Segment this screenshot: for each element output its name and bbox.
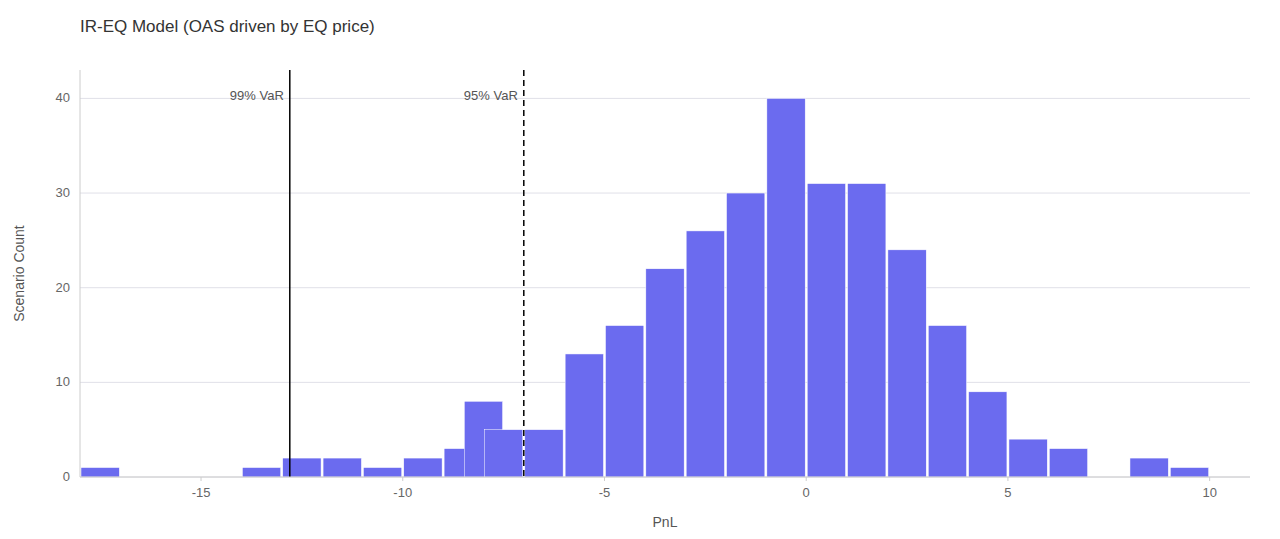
x-tick [201,477,202,481]
y-axis-line [80,70,81,477]
bar [484,430,522,477]
x-tick-label: -10 [393,485,412,500]
bar [1009,439,1047,477]
var-label: 99% VaR [230,88,284,103]
bar [404,458,442,477]
x-tick-label: 5 [1004,485,1011,500]
bar [1130,458,1168,477]
y-tick-label: 30 [56,185,70,200]
bar [81,468,119,477]
bar [1049,449,1087,477]
bar [1170,468,1208,477]
grid-line [80,477,1250,478]
bar [848,184,886,477]
y-axis-label: Scenario Count [11,225,27,322]
bar [807,184,845,477]
y-grid [80,98,1250,477]
bar [565,354,603,477]
var-label: 95% VaR [464,88,518,103]
x-tick [1209,477,1210,481]
bar [928,326,966,477]
bar [242,468,280,477]
title: IR-EQ Model (OAS driven by EQ price) [80,17,375,36]
var-line [523,70,525,477]
x-tick [806,477,807,481]
x-tick [1007,477,1008,481]
bar [686,231,724,477]
bar [727,193,765,477]
bar [646,269,684,477]
y-tick-label: 0 [63,469,70,484]
bar [767,98,805,477]
x-axis-line [80,477,1250,478]
bar [605,326,643,477]
bar [525,430,563,477]
x-tick-label: -15 [192,485,211,500]
y-tick-label: 20 [56,280,70,295]
bars [81,98,1209,477]
var-lines [290,70,524,477]
chart: IR-EQ Model (OAS driven by EQ price) 0 10 2… [0,0,1280,539]
x-tick-label: 0 [803,485,810,500]
x-tick [604,477,605,481]
y-tick-label: 40 [56,90,70,105]
x-tick-label: 10 [1202,485,1216,500]
x-tick [402,477,403,481]
bar [283,458,321,477]
var-line [289,70,291,477]
x-axis-label: PnL [653,514,678,530]
bar [969,392,1007,477]
grid-line [80,193,1250,194]
bar [323,458,361,477]
bar [363,468,401,477]
x-tick-label: -5 [599,485,611,500]
y-tick-label: 10 [56,374,70,389]
bar [888,250,926,477]
